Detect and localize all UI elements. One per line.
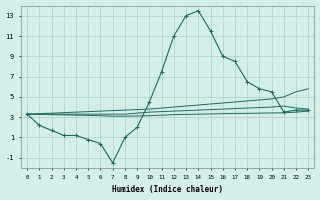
X-axis label: Humidex (Indice chaleur): Humidex (Indice chaleur)	[112, 185, 223, 194]
